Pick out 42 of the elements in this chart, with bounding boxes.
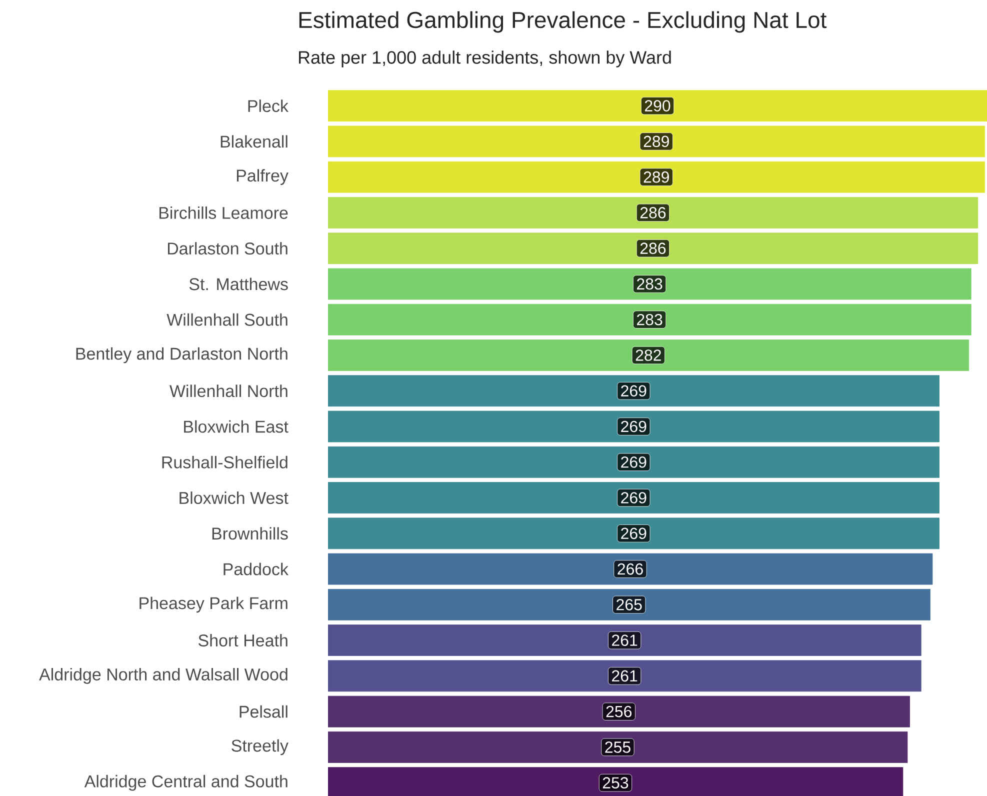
y-tick-label: Brownhills: [212, 527, 288, 540]
data-label: 255: [605, 742, 630, 753]
y-tick-label: Willenhall South: [166, 313, 288, 326]
data-label: 289: [644, 136, 669, 148]
data-label: 269: [621, 420, 646, 432]
data-label: 261: [612, 670, 638, 682]
y-tick-label: Pelsall: [240, 705, 288, 718]
data-label: 269: [621, 528, 646, 540]
y-tick-label: Paddock: [224, 562, 288, 576]
data-label: 282: [636, 350, 661, 361]
y-tick-label: St. Matthews: [189, 278, 288, 290]
data-label: 283: [637, 278, 662, 290]
y-tick-label: Birchills Leamore: [159, 206, 288, 219]
y-tick-label: Willenhall North: [170, 384, 288, 398]
y-tick-label: Pheasey Park Farm: [140, 596, 288, 613]
data-label: 283: [637, 314, 662, 326]
data-label: 265: [616, 599, 642, 610]
data-label: 253: [602, 777, 628, 788]
y-tick-label: Aldridge North and Walsall Wood: [39, 668, 288, 684]
y-tick-label: Aldridge Central and South: [84, 774, 288, 791]
y-tick-label: Bloxwich East: [184, 420, 288, 433]
y-tick-label: Palfrey: [236, 169, 288, 186]
chart-title: Estimated Gambling Prevalence - Excluding Nat Lot: [299, 11, 827, 33]
y-tick-label: Bentley and Darlaston North: [76, 347, 288, 364]
data-label: 290: [644, 100, 670, 112]
data-label: 266: [618, 563, 643, 575]
y-tick-label: Darlaston South: [168, 242, 288, 255]
data-label: 256: [606, 706, 632, 718]
data-label: 269: [621, 456, 646, 468]
y-tick-label: Streetly: [232, 739, 288, 756]
data-label: 269: [621, 492, 646, 504]
data-label: 289: [644, 171, 669, 183]
data-label: 269: [621, 385, 646, 397]
y-tick-label: Pleck: [248, 100, 289, 112]
y-tick-label: Blakenall: [220, 135, 288, 148]
y-tick-label: Bloxwich West: [180, 492, 288, 504]
data-label: 286: [640, 242, 666, 254]
chart-subtitle: Rate per 1,000 adult residents, shown by Ward: [299, 50, 671, 68]
data-label: 261: [612, 634, 638, 646]
y-tick-label: Rushall-Shelfield: [162, 456, 288, 468]
data-label: 286: [640, 207, 666, 218]
y-tick-label: Short Heath: [198, 634, 288, 647]
